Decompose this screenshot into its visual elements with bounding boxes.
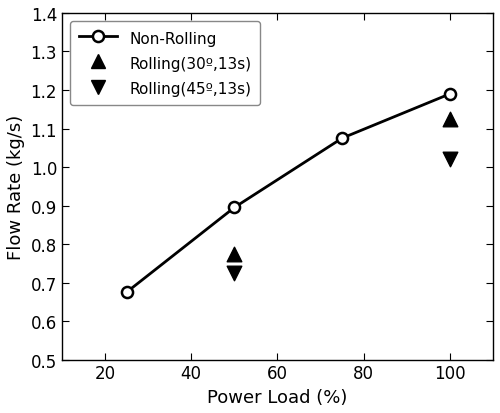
Rolling(30º,13s) — [230, 251, 238, 257]
Y-axis label: Flow Rate (kg/s): Flow Rate (kg/s) — [7, 114, 25, 259]
Non-Rolling — [339, 136, 345, 141]
Non-Rolling — [124, 290, 130, 295]
Non-Rolling — [232, 206, 237, 211]
Line: Non-Rolling: Non-Rolling — [121, 89, 456, 298]
Rolling(30º,13s) — [446, 116, 454, 123]
Rolling(45º,13s) — [446, 157, 454, 163]
Non-Rolling — [447, 92, 453, 97]
Legend: Non-Rolling, Rolling(30º,13s), Rolling(45º,13s): Non-Rolling, Rolling(30º,13s), Rolling(4… — [70, 21, 260, 106]
Rolling(45º,13s) — [230, 270, 238, 277]
X-axis label: Power Load (%): Power Load (%) — [208, 388, 348, 406]
